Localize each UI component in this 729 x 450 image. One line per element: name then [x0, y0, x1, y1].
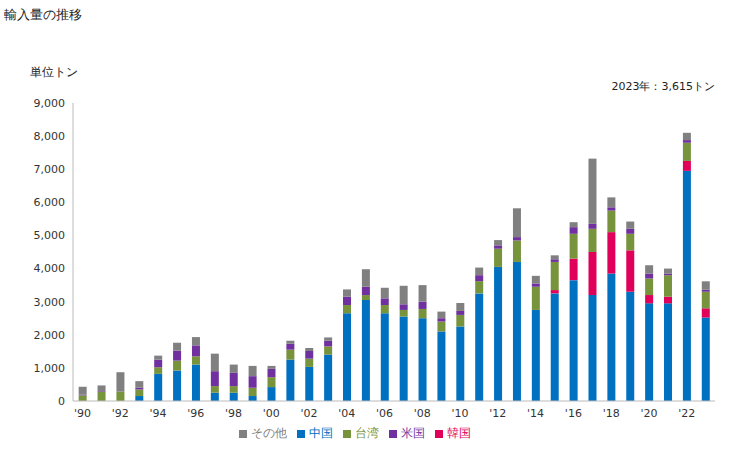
svg-text:'04: '04	[338, 407, 355, 420]
html-text:2023年：3,615トン: 2023年：3,615トン	[611, 80, 715, 93]
svg-text:6,000: 6,000	[34, 196, 66, 209]
svg-text:2,000: 2,000	[34, 329, 66, 342]
svg-text:'00: '00	[263, 407, 280, 420]
svg-text:'22: '22	[678, 407, 695, 420]
svg-text:'20: '20	[640, 407, 657, 420]
html-text:その他: その他	[251, 426, 287, 440]
html-text:米国: 米国	[401, 426, 425, 440]
svg-text:'14: '14	[527, 407, 544, 420]
svg-text:4,000: 4,000	[34, 262, 66, 275]
html-text:中国: 中国	[309, 426, 333, 440]
svg-text:9,000: 9,000	[34, 97, 66, 110]
svg-text:'10: '10	[452, 407, 469, 420]
svg-text:'90: '90	[74, 407, 91, 420]
svg-text:'18: '18	[603, 407, 620, 420]
svg-text:5,000: 5,000	[34, 229, 66, 242]
svg-text:3,000: 3,000	[34, 296, 66, 309]
svg-text:'94: '94	[149, 407, 166, 420]
svg-text:1,000: 1,000	[34, 362, 66, 375]
svg-text:'98: '98	[225, 407, 242, 420]
svg-text:'16: '16	[565, 407, 582, 420]
svg-text:'08: '08	[414, 407, 431, 420]
svg-text:'12: '12	[489, 407, 506, 420]
svg-text:7,000: 7,000	[34, 163, 66, 176]
svg-text:'96: '96	[187, 407, 204, 420]
svg-text:0: 0	[58, 395, 65, 408]
html-text:単位トン: 単位トン	[30, 65, 78, 79]
html-text:韓国: 韓国	[447, 426, 471, 440]
svg-text:8,000: 8,000	[34, 130, 66, 143]
html-text:台湾: 台湾	[355, 426, 379, 440]
svg-text:'06: '06	[376, 407, 393, 420]
html-text:輸入量の推移: 輸入量の推移	[4, 7, 82, 22]
svg-text:'02: '02	[301, 407, 318, 420]
svg-text:'92: '92	[112, 407, 129, 420]
